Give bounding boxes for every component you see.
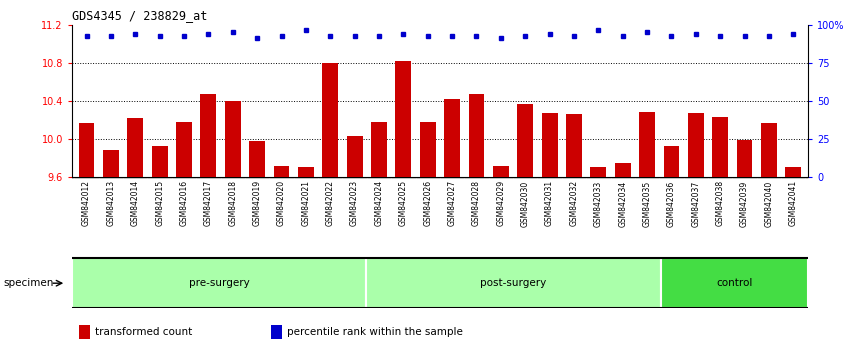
Bar [444,99,460,177]
Text: GSM842038: GSM842038 [716,180,725,226]
Bar [420,122,436,177]
Text: GSM842037: GSM842037 [691,180,700,227]
Text: specimen: specimen [3,278,54,288]
Text: GSM842032: GSM842032 [569,180,579,226]
Text: post-surgery: post-surgery [481,278,547,288]
Bar [737,140,752,177]
Bar [688,113,704,177]
Text: GSM842023: GSM842023 [350,180,359,226]
Bar [128,118,143,177]
Text: GSM842029: GSM842029 [497,180,505,226]
Text: pre-surgery: pre-surgery [189,278,250,288]
Text: GSM842021: GSM842021 [301,180,310,226]
Bar [712,117,728,177]
Text: GSM842040: GSM842040 [765,180,773,227]
Bar [541,113,558,177]
Bar [201,94,217,177]
Text: percentile rank within the sample: percentile rank within the sample [287,327,463,337]
Text: GSM842012: GSM842012 [82,180,91,226]
Text: GSM842016: GSM842016 [179,180,189,226]
Text: GSM842030: GSM842030 [521,180,530,227]
Bar [103,150,118,177]
Text: GSM842034: GSM842034 [618,180,627,227]
Text: GSM842022: GSM842022 [326,180,335,226]
Bar [176,122,192,177]
Text: GSM842036: GSM842036 [667,180,676,227]
Text: GSM842027: GSM842027 [448,180,457,226]
Text: GSM842015: GSM842015 [155,180,164,226]
Bar [615,163,630,177]
Text: GSM842035: GSM842035 [643,180,651,227]
Bar [371,122,387,177]
Bar [640,112,655,177]
Bar [250,141,265,177]
Bar [80,325,91,339]
Text: GSM842019: GSM842019 [253,180,261,226]
Bar [661,258,808,308]
Bar [517,104,533,177]
Bar [347,136,363,177]
Text: GSM842017: GSM842017 [204,180,213,226]
Bar [663,145,679,177]
Bar [322,63,338,177]
Bar [469,94,485,177]
Bar [298,167,314,177]
Bar [366,258,661,308]
Bar [72,258,366,308]
Bar [79,123,95,177]
Bar [151,145,168,177]
Text: transformed count: transformed count [96,327,193,337]
Bar [271,325,282,339]
Text: GSM842025: GSM842025 [398,180,408,226]
Text: GSM842033: GSM842033 [594,180,603,227]
Bar [761,123,777,177]
Text: GSM842018: GSM842018 [228,180,237,226]
Text: GSM842026: GSM842026 [423,180,432,226]
Bar [566,114,582,177]
Text: GSM842031: GSM842031 [545,180,554,226]
Bar [591,167,607,177]
Text: GSM842014: GSM842014 [131,180,140,226]
Text: GSM842041: GSM842041 [788,180,798,226]
Bar [493,166,508,177]
Text: GSM842020: GSM842020 [277,180,286,226]
Bar [273,166,289,177]
Text: GSM842039: GSM842039 [740,180,749,227]
Text: GDS4345 / 238829_at: GDS4345 / 238829_at [72,9,207,22]
Text: control: control [717,278,752,288]
Text: GSM842028: GSM842028 [472,180,481,226]
Text: GSM842013: GSM842013 [107,180,115,226]
Bar [395,61,411,177]
Bar [785,167,801,177]
Bar [225,101,240,177]
Text: GSM842024: GSM842024 [375,180,383,226]
